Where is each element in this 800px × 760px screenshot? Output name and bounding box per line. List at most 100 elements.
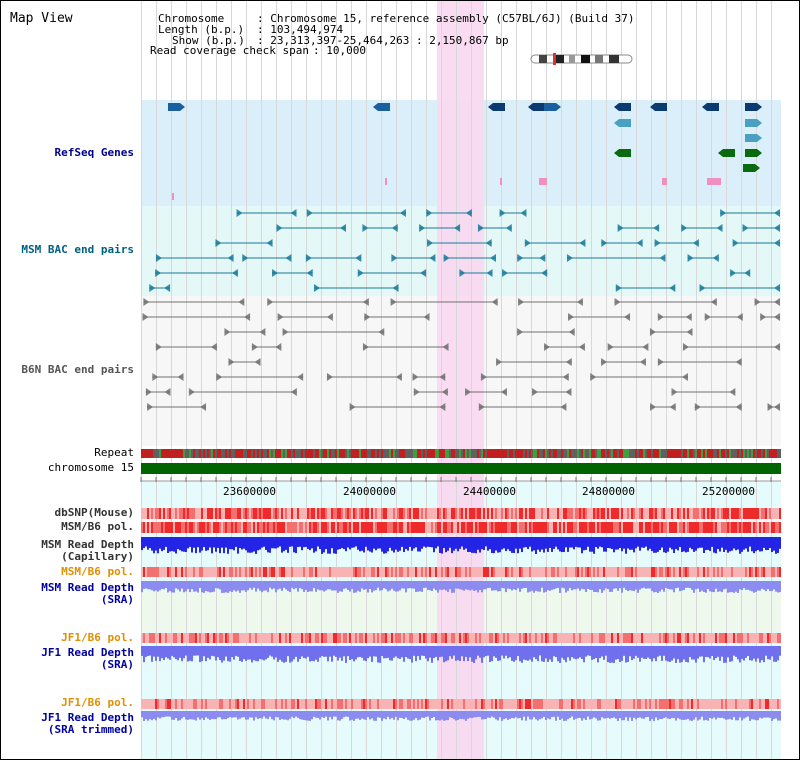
- heat-cell: [607, 508, 609, 519]
- heat-cell: [225, 567, 227, 577]
- repeat-segment: [579, 449, 581, 458]
- read-depth-bar: [183, 711, 185, 717]
- heat-cell: [217, 522, 219, 533]
- read-depth-bar: [583, 646, 585, 663]
- read-depth-bar: [335, 711, 337, 717]
- heat-cell: [353, 699, 355, 709]
- heat-cell: [687, 567, 689, 577]
- read-depth-bar: [549, 537, 551, 548]
- heat-cell: [327, 633, 329, 643]
- heat-cell: [777, 567, 779, 577]
- read-depth-bar: [639, 711, 641, 718]
- heat-cell: [635, 567, 637, 577]
- read-depth-bar: [707, 711, 709, 721]
- heat-cell: [349, 633, 351, 643]
- refseq-gene-feature: [745, 119, 757, 127]
- heat-cell: [411, 508, 413, 519]
- read-depth-bar: [221, 646, 223, 663]
- read-depth-bar: [145, 646, 147, 657]
- heat-cell: [705, 522, 707, 533]
- heat-cell: [637, 633, 639, 643]
- read-depth-bar: [259, 711, 261, 719]
- heat-cell: [647, 633, 649, 643]
- read-depth-bar: [471, 646, 473, 662]
- read-depth-bar: [421, 711, 423, 718]
- heat-cell: [599, 567, 601, 577]
- read-depth-bar: [381, 581, 383, 591]
- heat-cell: [549, 633, 551, 643]
- heat-cell: [481, 633, 483, 643]
- msm-bac-pair-end: [477, 224, 484, 232]
- heat-cell: [505, 522, 507, 533]
- heat-cell: [167, 699, 169, 709]
- read-depth-bar: [515, 581, 517, 591]
- heat-cell: [741, 522, 743, 533]
- read-depth-bar: [377, 581, 379, 588]
- read-depth-bar: [417, 537, 419, 552]
- heat-cell: [199, 508, 201, 519]
- read-depth-bar: [513, 711, 515, 719]
- heat-cell: [563, 508, 565, 519]
- heat-cell: [437, 699, 439, 709]
- heat-cell: [695, 522, 697, 533]
- heat-cell: [269, 567, 271, 577]
- read-depth-bar: [627, 537, 629, 549]
- heat-cell: [475, 522, 477, 533]
- chromosome-ideogram[interactable]: [529, 53, 635, 65]
- heat-cell: [397, 567, 399, 577]
- heat-cell: [499, 522, 501, 533]
- heat-cell: [177, 699, 179, 709]
- heat-cell: [327, 522, 329, 533]
- heat-cell: [461, 567, 463, 577]
- read-depth-bar: [185, 537, 187, 553]
- read-depth-bar: [627, 711, 629, 721]
- read-depth-bar: [465, 711, 467, 721]
- read-depth-bar: [419, 581, 421, 592]
- b6n-bac-pair-end: [238, 298, 245, 306]
- heat-cell: [773, 522, 775, 533]
- heat-cell: [409, 699, 411, 709]
- msm-bac-pair-end: [420, 269, 427, 277]
- heat-cell: [723, 633, 725, 643]
- read-depth-bar: [779, 581, 781, 593]
- heat-cell: [605, 699, 607, 709]
- heat-cell: [561, 633, 563, 643]
- heat-cell: [625, 508, 627, 519]
- b6n-bac-pair-end: [439, 373, 446, 381]
- heat-cell: [249, 699, 251, 709]
- refseq-gene-arrow: [614, 119, 619, 127]
- msm-bac-pair-end: [306, 209, 313, 217]
- read-depth-bar: [595, 581, 597, 593]
- heat-cell: [483, 508, 485, 519]
- msm-bac-pair-end: [242, 254, 249, 262]
- repeat-segment: [661, 449, 663, 458]
- read-depth-bar: [601, 537, 603, 548]
- read-depth-bar: [725, 537, 727, 550]
- heat-cell: [299, 522, 301, 533]
- b6n-bac-pair-end: [657, 313, 664, 321]
- repeat-segment: [517, 449, 519, 458]
- heat-cell: [305, 633, 307, 643]
- heat-cell: [157, 508, 159, 519]
- heat-cell: [541, 522, 543, 533]
- read-depth-bar: [355, 711, 357, 719]
- read-depth-bar: [615, 581, 617, 589]
- read-depth-bar: [497, 581, 499, 592]
- heat-cell: [423, 508, 425, 519]
- heat-cell: [573, 699, 575, 709]
- read-depth-bar: [289, 646, 291, 663]
- b6n-bac-pair-end: [710, 298, 717, 306]
- read-depth-bar: [543, 581, 545, 593]
- read-depth-bar: [345, 711, 347, 717]
- read-depth-bar: [655, 646, 657, 662]
- heat-cell: [337, 508, 339, 519]
- heat-cell: [689, 522, 691, 533]
- heat-cell: [523, 522, 525, 533]
- heat-cell: [365, 699, 367, 709]
- read-depth-bar: [347, 581, 349, 590]
- repeat-segment: [541, 449, 543, 458]
- heat-cell: [359, 508, 361, 519]
- repeat-segment: [235, 449, 237, 458]
- heat-cell: [443, 567, 445, 577]
